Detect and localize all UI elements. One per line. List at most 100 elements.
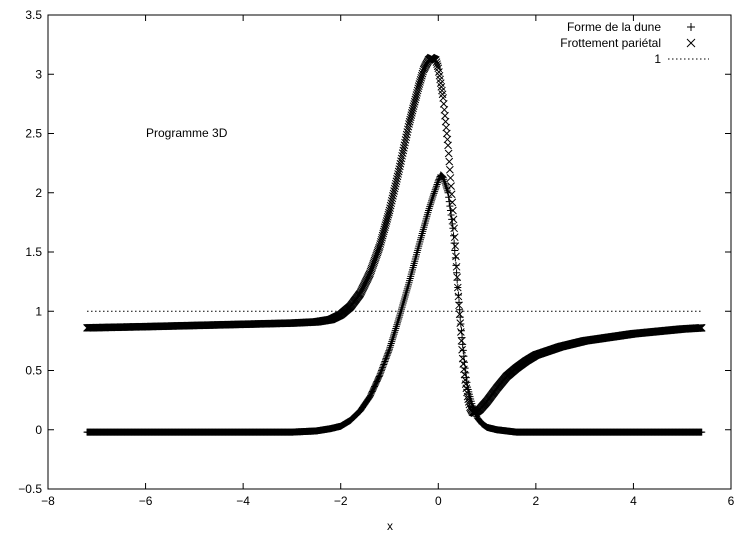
plus-marker xyxy=(376,370,384,378)
cross-marker xyxy=(454,292,463,301)
cross-marker xyxy=(393,172,402,181)
x-tick-label: 6 xyxy=(728,494,735,508)
plus-marker xyxy=(383,353,391,361)
plus-marker xyxy=(443,187,451,195)
plus-marker xyxy=(434,177,442,185)
plus-marker xyxy=(384,348,392,356)
cross-marker xyxy=(446,174,455,182)
plus-marker xyxy=(451,247,459,255)
plus-marker xyxy=(388,338,396,346)
plus-marker xyxy=(378,365,386,373)
cross-marker xyxy=(389,192,397,200)
cross-marker xyxy=(390,184,399,193)
cross-marker xyxy=(409,104,417,113)
plus-marker xyxy=(460,352,468,360)
plus-marker xyxy=(432,184,440,192)
legend-marker-cross xyxy=(686,38,696,48)
cross-marker xyxy=(410,97,419,106)
ticks xyxy=(47,14,732,490)
cross-marker xyxy=(386,201,395,210)
y-tick-label: 3.5 xyxy=(25,8,42,22)
x-tick-label: 4 xyxy=(630,494,637,508)
cross-marker xyxy=(413,86,422,95)
legend-label-forme: Forme de la dune xyxy=(567,20,661,34)
cross-marker xyxy=(452,252,460,261)
plus-marker xyxy=(429,193,437,201)
plus-marker xyxy=(395,315,403,323)
plus-marker xyxy=(433,180,441,188)
plus-marker xyxy=(392,324,400,332)
plus-marker xyxy=(393,321,401,329)
y-tick-label: 3 xyxy=(35,67,42,81)
cross-marker xyxy=(391,179,400,188)
cross-marker xyxy=(407,111,416,119)
cross-marker xyxy=(405,120,413,128)
cross-marker xyxy=(446,165,454,174)
cross-marker xyxy=(390,187,398,195)
cross-marker xyxy=(444,149,453,158)
series-1 xyxy=(83,53,706,418)
cross-marker xyxy=(405,117,414,126)
plus-marker xyxy=(427,199,435,207)
cross-marker xyxy=(453,273,462,282)
plus-marker xyxy=(388,336,396,344)
plus-marker xyxy=(432,182,440,190)
plus-marker xyxy=(394,319,402,327)
cross-marker xyxy=(452,262,461,271)
plus-marker xyxy=(384,350,392,358)
plus-marker xyxy=(453,269,461,277)
cross-marker xyxy=(386,204,394,212)
cross-marker xyxy=(406,115,415,124)
plus-marker xyxy=(392,323,400,331)
plus-marker xyxy=(382,354,390,362)
cross-marker xyxy=(451,242,460,250)
y-tick-label: 1 xyxy=(35,304,42,318)
plus-marker xyxy=(438,172,446,180)
cross-marker xyxy=(410,100,419,108)
plus-marker xyxy=(390,332,398,340)
plus-marker xyxy=(454,291,462,299)
cross-marker xyxy=(404,122,413,131)
cross-marker xyxy=(387,199,396,208)
cross-marker xyxy=(449,215,458,224)
cross-marker xyxy=(450,233,459,242)
series-0 xyxy=(83,171,706,436)
plot-frame xyxy=(47,14,732,490)
cross-marker xyxy=(444,141,452,150)
plus-marker xyxy=(365,394,373,402)
plus-marker xyxy=(430,189,438,197)
cross-marker xyxy=(408,106,417,115)
cross-marker xyxy=(448,198,457,207)
plus-marker xyxy=(387,341,395,349)
cross-marker xyxy=(412,93,420,102)
plus-marker xyxy=(394,317,402,325)
cross-marker xyxy=(455,310,464,319)
legend-label-one: 1 xyxy=(654,52,661,66)
plus-marker xyxy=(426,201,434,209)
cross-marker xyxy=(445,157,454,166)
plus-marker xyxy=(426,203,434,211)
legend: Forme de la dune Frottement pariétal 1 xyxy=(560,20,709,66)
cross-marker xyxy=(450,224,458,233)
plus-marker xyxy=(381,356,389,364)
plus-marker xyxy=(428,197,436,205)
plus-marker xyxy=(379,362,387,370)
plus-marker xyxy=(442,183,450,191)
plus-marker xyxy=(391,326,399,334)
plus-marker xyxy=(437,172,445,180)
plus-marker xyxy=(376,371,384,379)
y-tick-label: 2 xyxy=(35,186,42,200)
cross-marker xyxy=(385,206,394,215)
annotation-programme-3d: Programme 3D xyxy=(146,126,228,140)
plus-marker xyxy=(391,328,399,336)
x-tick-label: −4 xyxy=(236,494,250,508)
cross-marker xyxy=(408,109,416,117)
cross-marker xyxy=(411,95,420,104)
cross-marker xyxy=(387,196,396,205)
plus-marker xyxy=(431,186,439,194)
plus-marker xyxy=(383,351,391,359)
cross-marker xyxy=(447,190,456,199)
cross-marker xyxy=(458,345,466,354)
tick-labels: −8 −6 −4 −2 0 2 4 6 −0.5 0 0.5 1 1.5 2 2.5 3 3.5 xyxy=(18,8,734,508)
cross-marker xyxy=(447,182,455,190)
